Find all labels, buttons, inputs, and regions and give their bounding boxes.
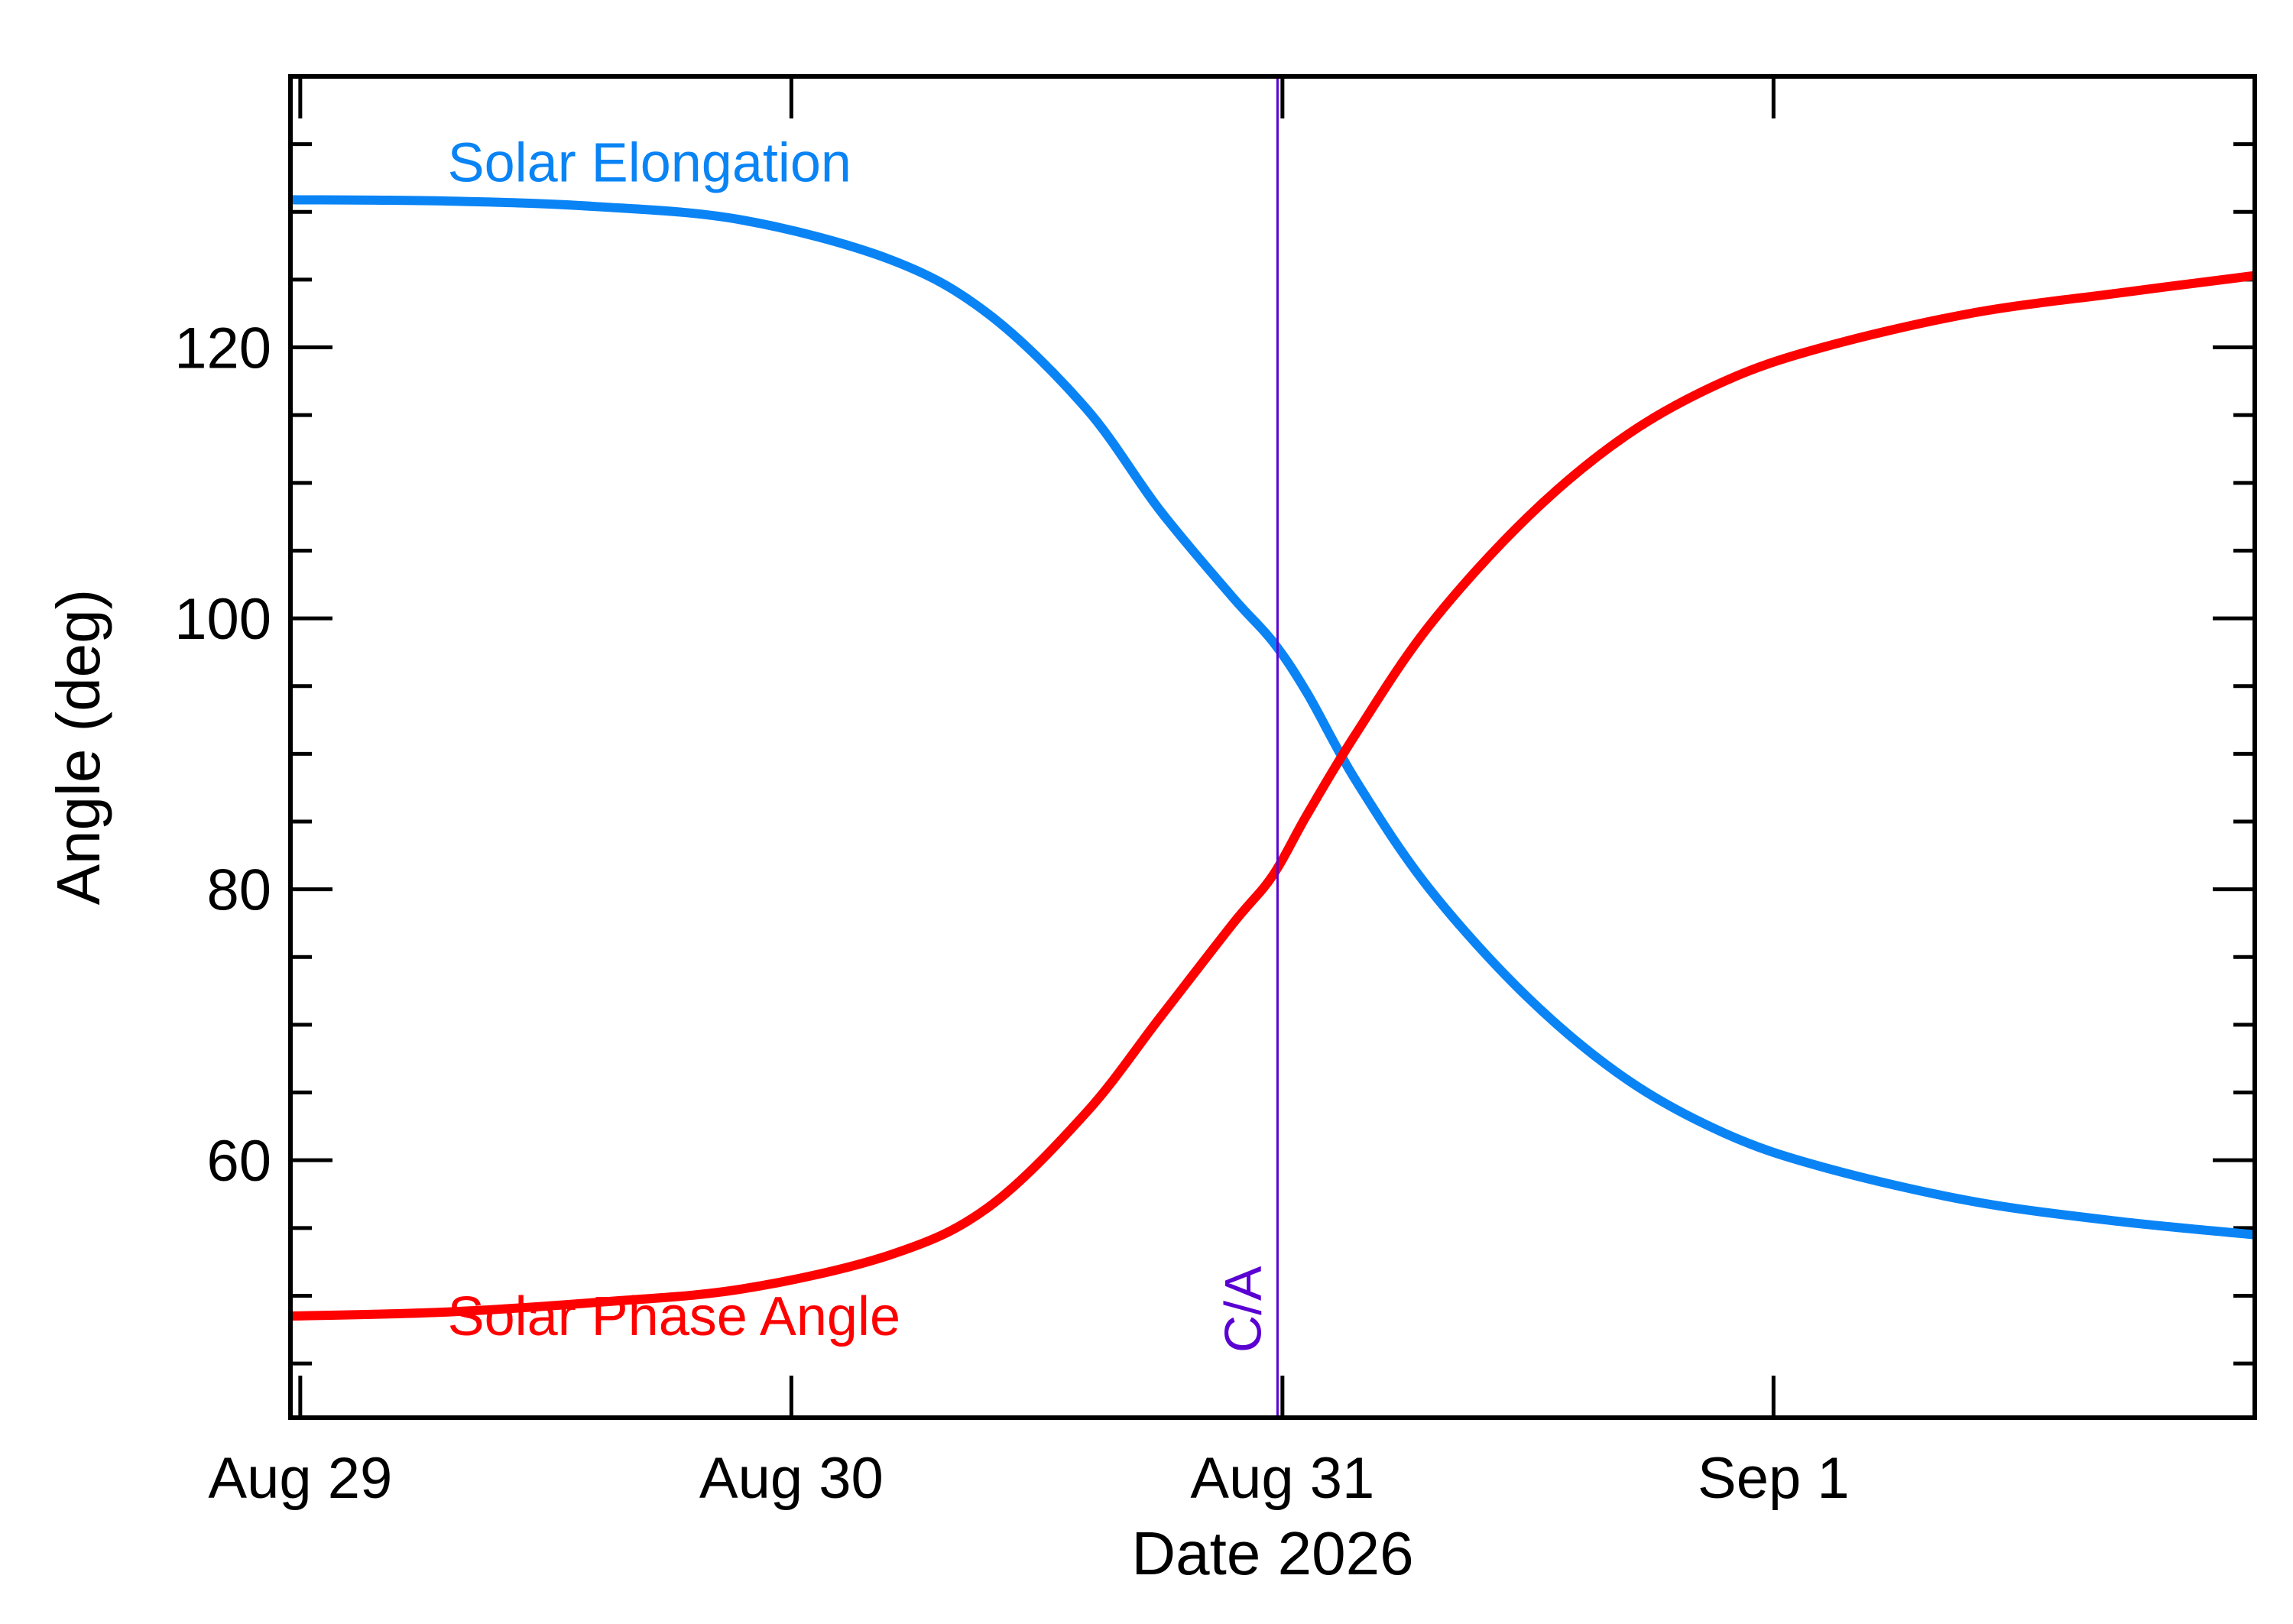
series-label-solar-elongation: Solar Elongation: [448, 133, 851, 194]
y-tick-label: 80: [206, 858, 271, 923]
y-tick-label: 60: [206, 1129, 271, 1194]
axis-ticks: [290, 74, 2255, 1418]
plot-frame: [288, 74, 2257, 1420]
series-line-solar-phase-angle: [290, 271, 2256, 1321]
x-tick-label: Aug 30: [699, 1446, 884, 1511]
x-axis-title: Date 2026: [1131, 1519, 1413, 1587]
data-series: [290, 195, 2256, 1321]
x-tick-label: Aug 31: [1190, 1446, 1374, 1511]
ca-label: C/A: [1214, 1266, 1272, 1353]
y-tick-label: 120: [174, 316, 271, 381]
x-tick-label: Sep 1: [1698, 1446, 1850, 1511]
y-tick-label: 100: [174, 587, 271, 652]
series-label-solar-phase-angle: Solar Phase Angle: [448, 1286, 900, 1347]
y-axis-title: Angle (deg): [44, 589, 112, 906]
annotations: Solar Elongation Solar Phase Angle C/A: [448, 76, 1279, 1418]
tick-labels: Aug 29 Aug 30 Aug 31 Sep 1 60 80 100 120: [174, 316, 1849, 1511]
series-line-solar-elongation: [290, 195, 2256, 1240]
x-tick-label: Aug 29: [208, 1446, 392, 1511]
